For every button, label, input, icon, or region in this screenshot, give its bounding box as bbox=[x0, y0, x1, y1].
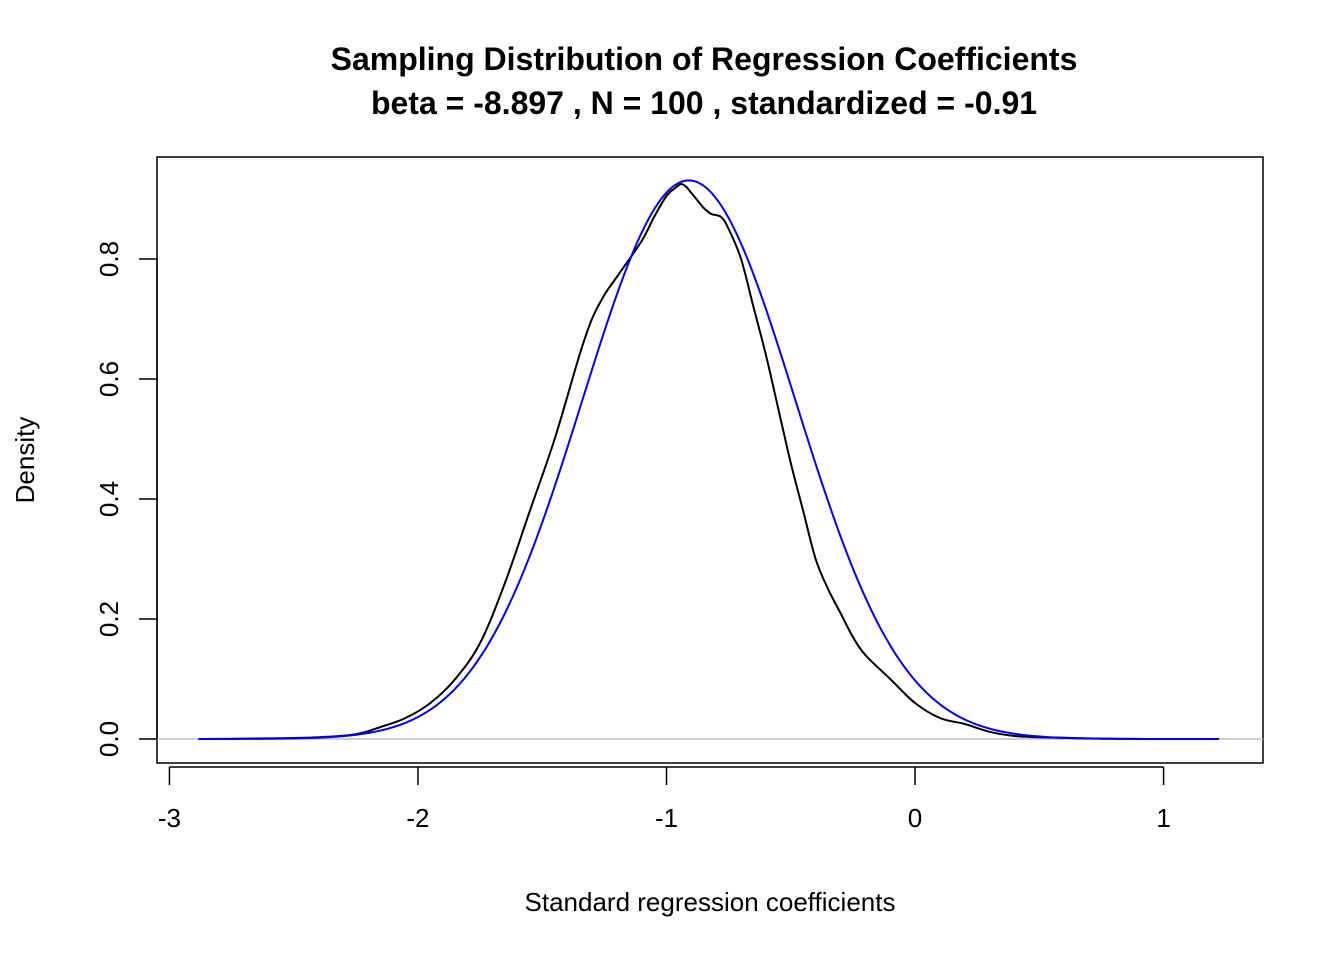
x-tick-label: -2 bbox=[406, 803, 429, 833]
normal-density-line bbox=[198, 179, 1220, 740]
x-tick-label: -3 bbox=[158, 803, 181, 833]
x-tick-label: 0 bbox=[908, 803, 922, 833]
x-axis-label: Standard regression coefficients bbox=[525, 887, 896, 917]
y-axis-label: Density bbox=[10, 417, 40, 504]
x-axis: -3 -2 -1 0 1 bbox=[158, 766, 1171, 833]
chart-subtitle: beta = -8.897 , N = 100 , standardized =… bbox=[371, 85, 1037, 121]
y-tick-label: 0.6 bbox=[94, 361, 124, 397]
y-axis: 0.0 0.2 0.4 0.6 0.8 bbox=[94, 241, 158, 757]
y-tick-label: 0.8 bbox=[94, 241, 124, 277]
series-layer bbox=[198, 179, 1220, 741]
y-tick-label: 0.0 bbox=[94, 721, 124, 757]
x-tick-label: -1 bbox=[655, 803, 678, 833]
chart-title: Sampling Distribution of Regression Coef… bbox=[331, 41, 1078, 77]
empirical-density-line bbox=[198, 183, 1220, 741]
x-tick-label: 1 bbox=[1156, 803, 1170, 833]
plot-frame bbox=[156, 156, 1264, 764]
y-tick-label: 0.4 bbox=[94, 481, 124, 517]
y-tick-label: 0.2 bbox=[94, 601, 124, 637]
